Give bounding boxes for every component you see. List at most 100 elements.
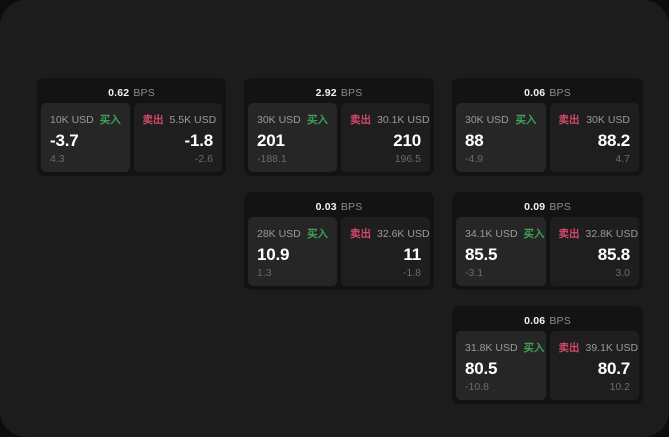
- sell-price: 88.2: [597, 130, 630, 150]
- card-header: 0.62 BPS: [41, 82, 222, 103]
- sell-size-label: 5.5K USD: [169, 113, 217, 126]
- bps-unit-label: BPS: [549, 314, 571, 327]
- card-header: 0.03 BPS: [248, 196, 430, 217]
- buy-delta: -188.1: [257, 152, 287, 165]
- sell-panel-header: 卖出 30.1K USD: [350, 112, 430, 127]
- card-column-3: 0.06 BPS 30K USD 买入 88 -4.9 卖出: [452, 78, 643, 404]
- buy-price: 85.5: [465, 244, 498, 264]
- card-column-2: 2.92 BPS 30K USD 买入 201 -188.1 卖出: [244, 78, 434, 290]
- bps-value: 0.06: [524, 314, 546, 327]
- sell-side-label: 卖出: [558, 342, 580, 354]
- bps-unit-label: BPS: [549, 86, 571, 99]
- card-panels: 30K USD 买入 201 -188.1 卖出 30.1K USD 210 1…: [248, 103, 430, 172]
- sell-panel-header: 卖出 30K USD: [559, 112, 631, 127]
- buy-delta: -10.8: [465, 380, 489, 393]
- sell-size-label: 30.1K USD: [377, 113, 430, 126]
- buy-size-label: 31.8K USD: [465, 341, 518, 354]
- sell-panel-header: 卖出 32.6K USD: [350, 226, 430, 241]
- buy-side-label: 买入: [307, 228, 328, 240]
- card-header: 0.06 BPS: [456, 82, 639, 103]
- sell-delta: 196.5: [394, 152, 421, 165]
- spread-card[interactable]: 0.06 BPS 30K USD 买入 88 -4.9 卖出: [452, 78, 643, 176]
- sell-panel[interactable]: 卖出 32.8K USD 85.8 3.0: [549, 217, 639, 286]
- sell-panel[interactable]: 卖出 32.6K USD 11 -1.8: [341, 217, 430, 286]
- sell-size-label: 39.1K USD: [585, 341, 639, 354]
- sell-side-label: 卖出: [350, 114, 371, 126]
- sell-panel[interactable]: 卖出 5.5K USD -1.8 -2.6: [133, 103, 222, 172]
- bps-unit-label: BPS: [549, 200, 571, 213]
- buy-size-label: 10K USD: [50, 113, 94, 126]
- bps-value: 0.62: [108, 86, 130, 99]
- buy-size-label: 28K USD: [257, 227, 301, 240]
- sell-price: 11: [403, 244, 421, 264]
- sell-size-label: 32.8K USD: [585, 227, 639, 240]
- buy-side-label: 买入: [515, 114, 537, 126]
- sell-side-label: 卖出: [350, 228, 371, 240]
- buy-panel[interactable]: 30K USD 买入 88 -4.9: [456, 103, 546, 172]
- buy-panel-header: 10K USD 买入: [50, 112, 121, 127]
- spread-card[interactable]: 2.92 BPS 30K USD 买入 201 -188.1 卖出: [244, 78, 434, 176]
- sell-delta: 10.2: [609, 380, 630, 393]
- card-panels: 10K USD 买入 -3.7 4.3 卖出 5.5K USD -1.8 -2.…: [41, 103, 222, 172]
- bps-value: 2.92: [315, 86, 337, 99]
- bps-unit-label: BPS: [340, 86, 363, 99]
- buy-delta: -4.9: [465, 152, 484, 165]
- sell-panel-header: 卖出 5.5K USD: [142, 112, 217, 127]
- buy-panel[interactable]: 31.8K USD 买入 80.5 -10.8: [456, 331, 546, 400]
- card-header: 0.09 BPS: [456, 196, 639, 217]
- buy-side-label: 买入: [523, 228, 545, 240]
- card-panels: 31.8K USD 买入 80.5 -10.8 卖出 39.1K USD 80.…: [456, 331, 639, 400]
- buy-delta: -3.1: [465, 266, 484, 279]
- buy-price: 88: [465, 130, 484, 150]
- sell-delta: -2.6: [194, 152, 213, 165]
- card-column-1: 0.62 BPS 10K USD 买入 -3.7 4.3 卖出: [37, 78, 226, 176]
- spread-card-board: 0.62 BPS 10K USD 买入 -3.7 4.3 卖出: [37, 78, 643, 404]
- buy-delta: 1.3: [257, 266, 272, 279]
- card-panels: 30K USD 买入 88 -4.9 卖出 30K USD 88.2 4.7: [456, 103, 639, 172]
- sell-price: 80.7: [597, 358, 630, 378]
- bps-value: 0.09: [524, 200, 546, 213]
- sell-size-label: 30K USD: [586, 113, 630, 126]
- buy-price: 10.9: [257, 244, 290, 264]
- buy-panel-header: 28K USD 买入: [257, 226, 328, 241]
- buy-size-label: 30K USD: [257, 113, 301, 126]
- buy-size-label: 34.1K USD: [465, 227, 518, 240]
- sell-panel[interactable]: 卖出 39.1K USD 80.7 10.2: [549, 331, 639, 400]
- buy-side-label: 买入: [523, 342, 545, 354]
- sell-size-label: 32.6K USD: [377, 227, 430, 240]
- card-header: 0.06 BPS: [456, 310, 639, 331]
- buy-panel[interactable]: 10K USD 买入 -3.7 4.3: [41, 103, 130, 172]
- buy-panel-header: 34.1K USD 买入: [465, 226, 545, 241]
- sell-price: -1.8: [184, 130, 214, 150]
- buy-price: -3.7: [50, 130, 79, 150]
- sell-side-label: 卖出: [142, 114, 164, 126]
- spread-card[interactable]: 0.03 BPS 28K USD 买入 10.9 1.3 卖出: [244, 192, 434, 290]
- buy-panel-header: 31.8K USD 买入: [465, 340, 545, 355]
- buy-panel-header: 30K USD 买入: [465, 112, 537, 127]
- spread-card[interactable]: 0.06 BPS 31.8K USD 买入 80.5 -10.8 卖: [452, 306, 643, 404]
- sell-panel[interactable]: 卖出 30.1K USD 210 196.5: [341, 103, 430, 172]
- buy-panel[interactable]: 34.1K USD 买入 85.5 -3.1: [456, 217, 546, 286]
- bps-value: 0.06: [524, 86, 546, 99]
- sell-price: 210: [393, 130, 421, 150]
- sell-price: 85.8: [597, 244, 630, 264]
- sell-panel-header: 卖出 39.1K USD: [558, 340, 639, 355]
- buy-panel-header: 30K USD 买入: [257, 112, 328, 127]
- bps-unit-label: BPS: [340, 200, 363, 213]
- sell-panel[interactable]: 卖出 30K USD 88.2 4.7: [549, 103, 639, 172]
- sell-delta: 3.0: [615, 266, 630, 279]
- card-panels: 34.1K USD 买入 85.5 -3.1 卖出 32.8K USD 85.8…: [456, 217, 639, 286]
- buy-price: 201: [257, 130, 285, 150]
- spread-card[interactable]: 0.62 BPS 10K USD 买入 -3.7 4.3 卖出: [37, 78, 226, 176]
- buy-panel[interactable]: 30K USD 买入 201 -188.1: [248, 103, 337, 172]
- buy-size-label: 30K USD: [465, 113, 509, 126]
- sell-delta: 4.7: [615, 152, 630, 165]
- bps-unit-label: BPS: [133, 86, 155, 99]
- sell-side-label: 卖出: [558, 114, 580, 126]
- buy-side-label: 买入: [307, 114, 328, 126]
- spread-card[interactable]: 0.09 BPS 34.1K USD 买入 85.5 -3.1 卖出: [452, 192, 643, 290]
- sell-panel-header: 卖出 32.8K USD: [559, 226, 639, 241]
- buy-side-label: 买入: [99, 114, 121, 126]
- buy-panel[interactable]: 28K USD 买入 10.9 1.3: [248, 217, 337, 286]
